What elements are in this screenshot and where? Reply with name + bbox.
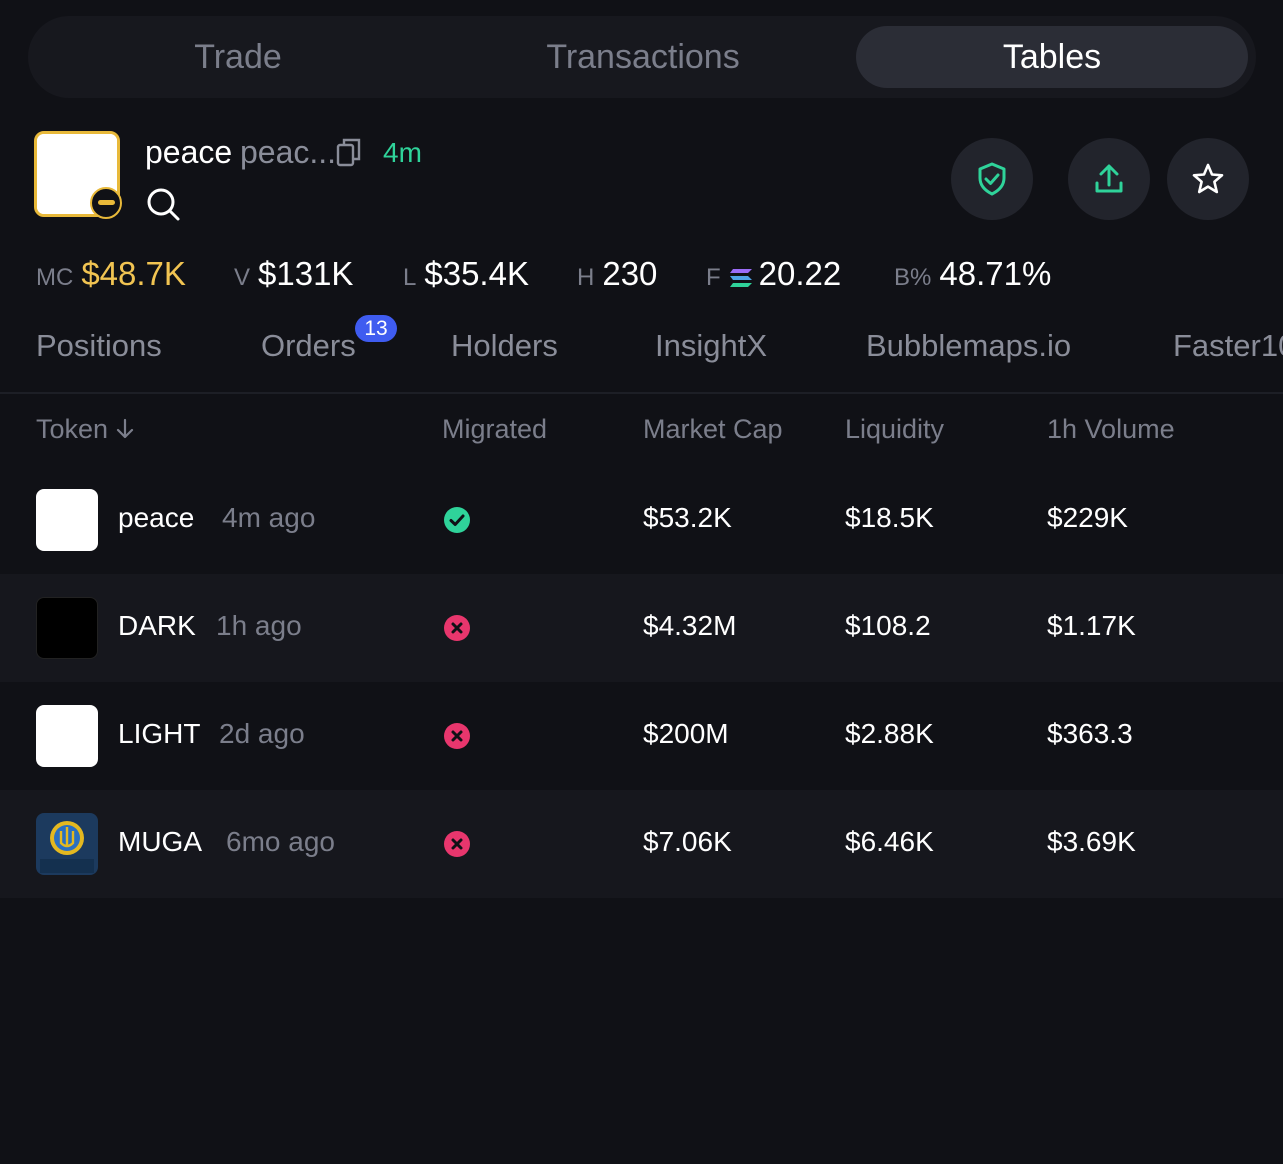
- row-liquidity: $18.5K: [845, 502, 934, 533]
- row-market-cap: $7.06K: [643, 826, 732, 857]
- row-1h-volume: $1.17K: [1047, 610, 1136, 641]
- row-token-age: 6mo ago: [226, 826, 335, 857]
- tab-tables[interactable]: Tables: [856, 26, 1248, 88]
- token-age: 4m: [383, 137, 422, 168]
- security-button[interactable]: [951, 138, 1033, 220]
- stat-holders: H 230: [577, 255, 658, 292]
- sort-arrow-down-icon: [116, 418, 133, 439]
- stat-liquidity: L $35.4K: [403, 255, 529, 292]
- col-header-token[interactable]: Token: [36, 414, 134, 445]
- tab-transactions[interactable]: Transactions: [546, 38, 740, 76]
- migrated-no-icon: [444, 831, 470, 857]
- platform-badge-icon: [90, 187, 122, 219]
- star-icon: [1192, 163, 1224, 194]
- stat-fees: F 20.22: [706, 255, 842, 292]
- row-token-name: LIGHT: [118, 718, 201, 749]
- token-avatar: [34, 131, 120, 217]
- orders-count-badge: 13: [355, 315, 397, 342]
- table-row[interactable]: MUGA 6mo ago $7.06K $6.46K $3.69K: [0, 790, 1283, 898]
- col-header-liquidity[interactable]: Liquidity: [845, 414, 945, 444]
- share-icon: [1095, 164, 1123, 193]
- row-1h-volume: $229K: [1047, 502, 1128, 533]
- table-row[interactable]: DARK 1h ago $4.32M $108.2 $1.17K: [0, 574, 1283, 682]
- row-token-name: peace: [118, 502, 195, 533]
- token-logo: [36, 705, 98, 767]
- divider: [0, 392, 1283, 394]
- stat-market-cap: MC $48.7K: [36, 255, 186, 292]
- search-icon[interactable]: [145, 186, 181, 222]
- row-token-age: 4m ago: [222, 502, 316, 533]
- tab-insightx[interactable]: InsightX: [655, 328, 768, 363]
- token-logo: [36, 813, 98, 875]
- stat-volume: V $131K: [234, 255, 354, 292]
- tab-bubblemaps[interactable]: Bubblemaps.io: [866, 328, 1072, 363]
- row-token-age: 2d ago: [219, 718, 305, 749]
- favorite-button[interactable]: [1167, 138, 1249, 220]
- solana-icon: [729, 269, 752, 287]
- table-row[interactable]: LIGHT 2d ago $200M $2.88K $363.3: [0, 682, 1283, 790]
- token-logo: [36, 489, 98, 551]
- row-market-cap: $200M: [643, 718, 729, 749]
- row-liquidity: $2.88K: [845, 718, 934, 749]
- tab-orders[interactable]: Orders: [261, 328, 356, 363]
- row-1h-volume: $363.3: [1047, 718, 1133, 749]
- token-logo: [36, 597, 98, 659]
- tab-positions[interactable]: Positions: [36, 328, 162, 363]
- col-header-market-cap[interactable]: Market Cap: [643, 414, 783, 444]
- migrated-no-icon: [444, 723, 470, 749]
- share-button[interactable]: [1068, 138, 1150, 220]
- migrated-no-icon: [444, 615, 470, 641]
- table-row[interactable]: peace 4m ago $53.2K $18.5K $229K: [0, 466, 1283, 574]
- col-header-migrated[interactable]: Migrated: [442, 414, 548, 444]
- migrated-yes-icon: [444, 507, 470, 533]
- row-token-age: 1h ago: [216, 610, 302, 641]
- token-name: peace: [145, 134, 233, 170]
- shield-check-icon: [978, 162, 1006, 196]
- top-tab-bar: Trade Transactions Tables: [28, 16, 1256, 98]
- tab-holders[interactable]: Holders: [451, 328, 558, 363]
- tab-trade[interactable]: Trade: [194, 38, 282, 76]
- row-market-cap: $4.32M: [643, 610, 737, 641]
- row-market-cap: $53.2K: [643, 502, 732, 533]
- tab-faster100x[interactable]: Faster100x: [1173, 328, 1283, 363]
- row-token-name: DARK: [118, 610, 196, 641]
- row-liquidity: $6.46K: [845, 826, 934, 857]
- copy-icon[interactable]: [336, 137, 362, 167]
- row-1h-volume: $3.69K: [1047, 826, 1136, 857]
- muga-logo-icon: [36, 813, 98, 875]
- col-header-1h-volume[interactable]: 1h Volume: [1047, 414, 1175, 444]
- row-liquidity: $108.2: [845, 610, 931, 641]
- row-token-name: MUGA: [118, 826, 202, 857]
- token-symbol: peac...: [240, 134, 337, 170]
- stat-bonding: B% 48.71%: [894, 255, 1052, 292]
